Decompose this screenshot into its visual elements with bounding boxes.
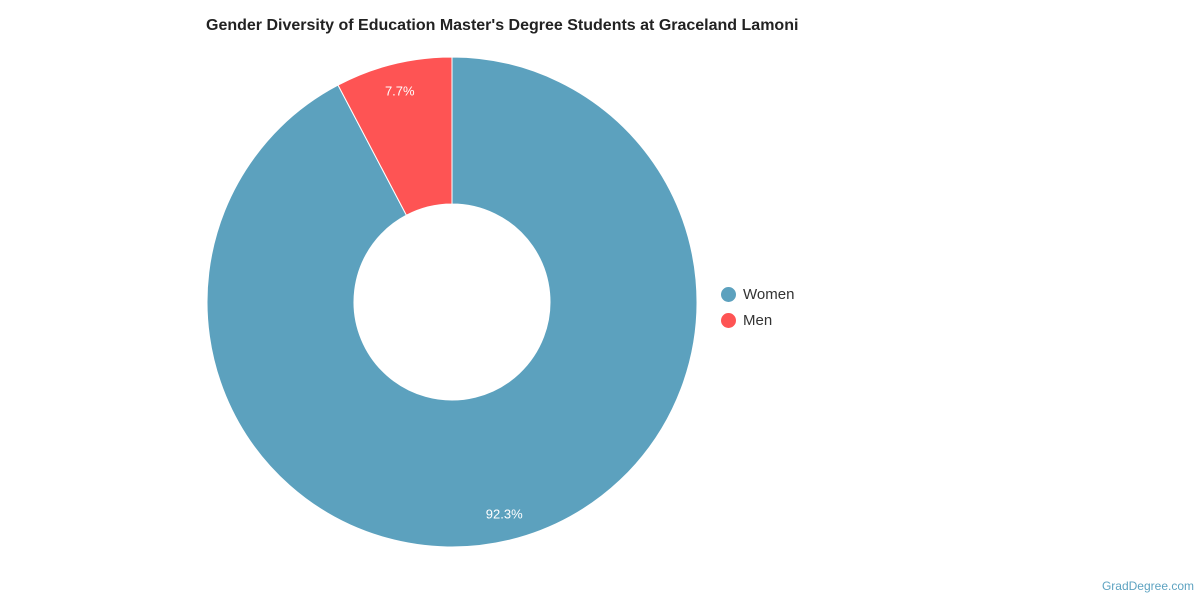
legend-item-women[interactable]: Women <box>721 281 794 307</box>
legend: Women Men <box>721 281 794 333</box>
legend-label-men: Men <box>743 311 773 329</box>
slice-women[interactable] <box>206 56 698 548</box>
legend-label-women: Women <box>743 285 795 303</box>
credit-link[interactable]: GradDegree.com <box>1101 579 1194 593</box>
data-label-men: 7.7% <box>385 83 415 98</box>
data-label-women: 92.3% <box>486 507 523 522</box>
chart-title: Gender Diversity of Education Master's D… <box>206 17 799 34</box>
legend-marker-women <box>721 286 736 302</box>
legend-marker-men <box>721 312 736 328</box>
slice-men[interactable] <box>337 56 453 216</box>
legend-item-men[interactable]: Men <box>721 307 794 333</box>
